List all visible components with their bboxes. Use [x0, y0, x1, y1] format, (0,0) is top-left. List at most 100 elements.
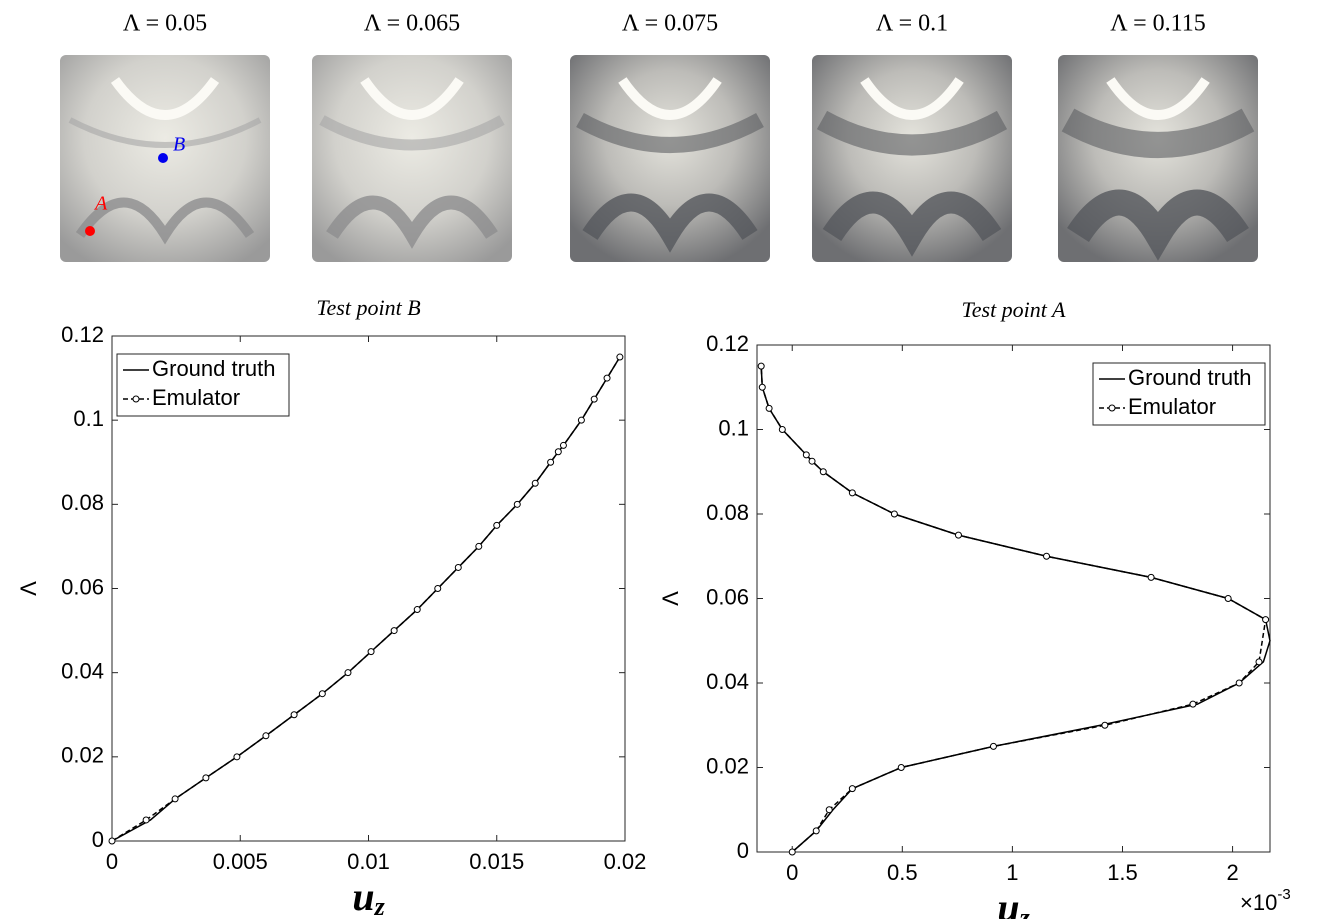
- x-axis-label-main: u: [352, 874, 374, 919]
- test-point-b: [158, 153, 168, 163]
- panel-label: Λ = 0.115: [1110, 11, 1205, 37]
- y-tick-label: 0.04: [61, 658, 104, 683]
- dark-band: [326, 195, 498, 249]
- chart-title: Test point A: [962, 297, 1066, 322]
- series-line: [111, 356, 621, 842]
- dark-band: [319, 115, 505, 151]
- series-marker: [788, 848, 796, 856]
- y-tick-label: 0.04: [706, 669, 749, 694]
- x-tick-label: 0.02: [604, 849, 647, 874]
- series-marker: [390, 627, 398, 635]
- panel-label: Λ = 0.1: [876, 11, 948, 37]
- series-marker: [758, 383, 766, 391]
- dark-band: [816, 110, 1008, 156]
- series-marker: [616, 353, 624, 361]
- x-multiplier: ×10-3: [1240, 886, 1291, 915]
- dark-band: [576, 112, 764, 153]
- chart-title: Test point B: [316, 295, 420, 320]
- x-multiplier-exponent: -3: [1277, 886, 1290, 903]
- y-tick-label: 0.12: [61, 322, 104, 347]
- series-marker: [531, 479, 539, 487]
- legend-box: [1092, 362, 1266, 426]
- series-marker: [493, 521, 501, 529]
- series-marker: [202, 774, 210, 782]
- x-axis-label-subscript: z: [1019, 903, 1031, 919]
- test-point-b-label: B: [173, 134, 185, 156]
- series-marker: [590, 395, 598, 403]
- series-marker: [848, 489, 856, 497]
- y-tick-label: 0: [92, 827, 104, 852]
- legend-label: Ground truth: [1128, 365, 1252, 390]
- x-tick-label: 2: [1226, 860, 1238, 885]
- dark-band: [1067, 189, 1249, 261]
- dark-band: [822, 191, 1002, 257]
- legend-label: Emulator: [152, 385, 240, 410]
- series-marker: [1101, 721, 1109, 729]
- series-marker: [1224, 595, 1232, 602]
- x-tick-label: 1.5: [1107, 860, 1138, 885]
- series-marker: [848, 785, 856, 793]
- x-tick-label: 0.005: [213, 849, 268, 874]
- series-marker: [954, 531, 962, 539]
- series-marker: [547, 458, 555, 466]
- series-line: [760, 366, 1267, 853]
- series-marker: [554, 448, 562, 456]
- series-marker: [1262, 616, 1270, 624]
- series-marker: [1255, 658, 1263, 666]
- y-tick-label: 0.06: [706, 584, 749, 609]
- panel-label: Λ = 0.05: [123, 11, 207, 37]
- series-marker: [1147, 573, 1155, 581]
- series-marker: [897, 764, 905, 771]
- series-marker: [171, 795, 179, 803]
- dark-band: [1061, 108, 1255, 158]
- highlight: [618, 77, 722, 120]
- series-marker: [778, 426, 786, 433]
- series-marker: [413, 606, 421, 614]
- series-marker: [475, 542, 483, 550]
- highlight: [360, 77, 464, 120]
- x-axis-label: uz: [352, 874, 385, 919]
- y-axis-label: Λ: [658, 591, 683, 606]
- x-tick-label: 0: [106, 849, 118, 874]
- x-tick-label: 1: [1006, 860, 1018, 885]
- series-marker: [1043, 552, 1051, 560]
- series-marker: [1189, 700, 1197, 708]
- y-tick-label: 0.06: [61, 574, 104, 599]
- panel-label: Λ = 0.065: [364, 11, 460, 37]
- series-marker: [1235, 679, 1243, 687]
- series-marker: [559, 441, 567, 449]
- series-marker: [757, 362, 765, 370]
- series-marker: [603, 374, 611, 382]
- legend-marker: [1108, 404, 1116, 412]
- series-marker: [434, 585, 442, 592]
- series-marker: [318, 690, 326, 698]
- legend-box: [116, 353, 290, 417]
- x-axis-label-subscript: z: [374, 892, 386, 919]
- y-axis-label: Λ: [16, 581, 41, 596]
- series-marker: [108, 837, 116, 845]
- series-marker: [454, 563, 462, 571]
- y-tick-label: 0.1: [73, 406, 104, 431]
- series-line: [111, 356, 621, 842]
- series-marker: [513, 500, 521, 508]
- x-tick-label: 0.01: [347, 849, 390, 874]
- y-tick-label: 0.02: [61, 743, 104, 768]
- test-point-a-label: A: [93, 193, 108, 215]
- highlight: [1106, 77, 1210, 120]
- series-marker: [262, 732, 270, 740]
- series-marker: [344, 669, 352, 677]
- y-tick-label: 0.08: [61, 490, 104, 515]
- legend-label: Emulator: [1128, 394, 1216, 419]
- series-marker: [808, 457, 816, 465]
- series-marker: [825, 806, 833, 814]
- y-tick-label: 0.08: [706, 500, 749, 525]
- highlight: [110, 77, 220, 120]
- series-marker: [812, 827, 820, 835]
- x-tick-label: 0.5: [887, 860, 918, 885]
- series-marker: [819, 468, 827, 476]
- series-line: [760, 366, 1271, 853]
- x-multiplier-base: ×10: [1240, 890, 1277, 915]
- x-axis-label: uz: [997, 885, 1030, 919]
- x-tick-label: 0.015: [469, 849, 524, 874]
